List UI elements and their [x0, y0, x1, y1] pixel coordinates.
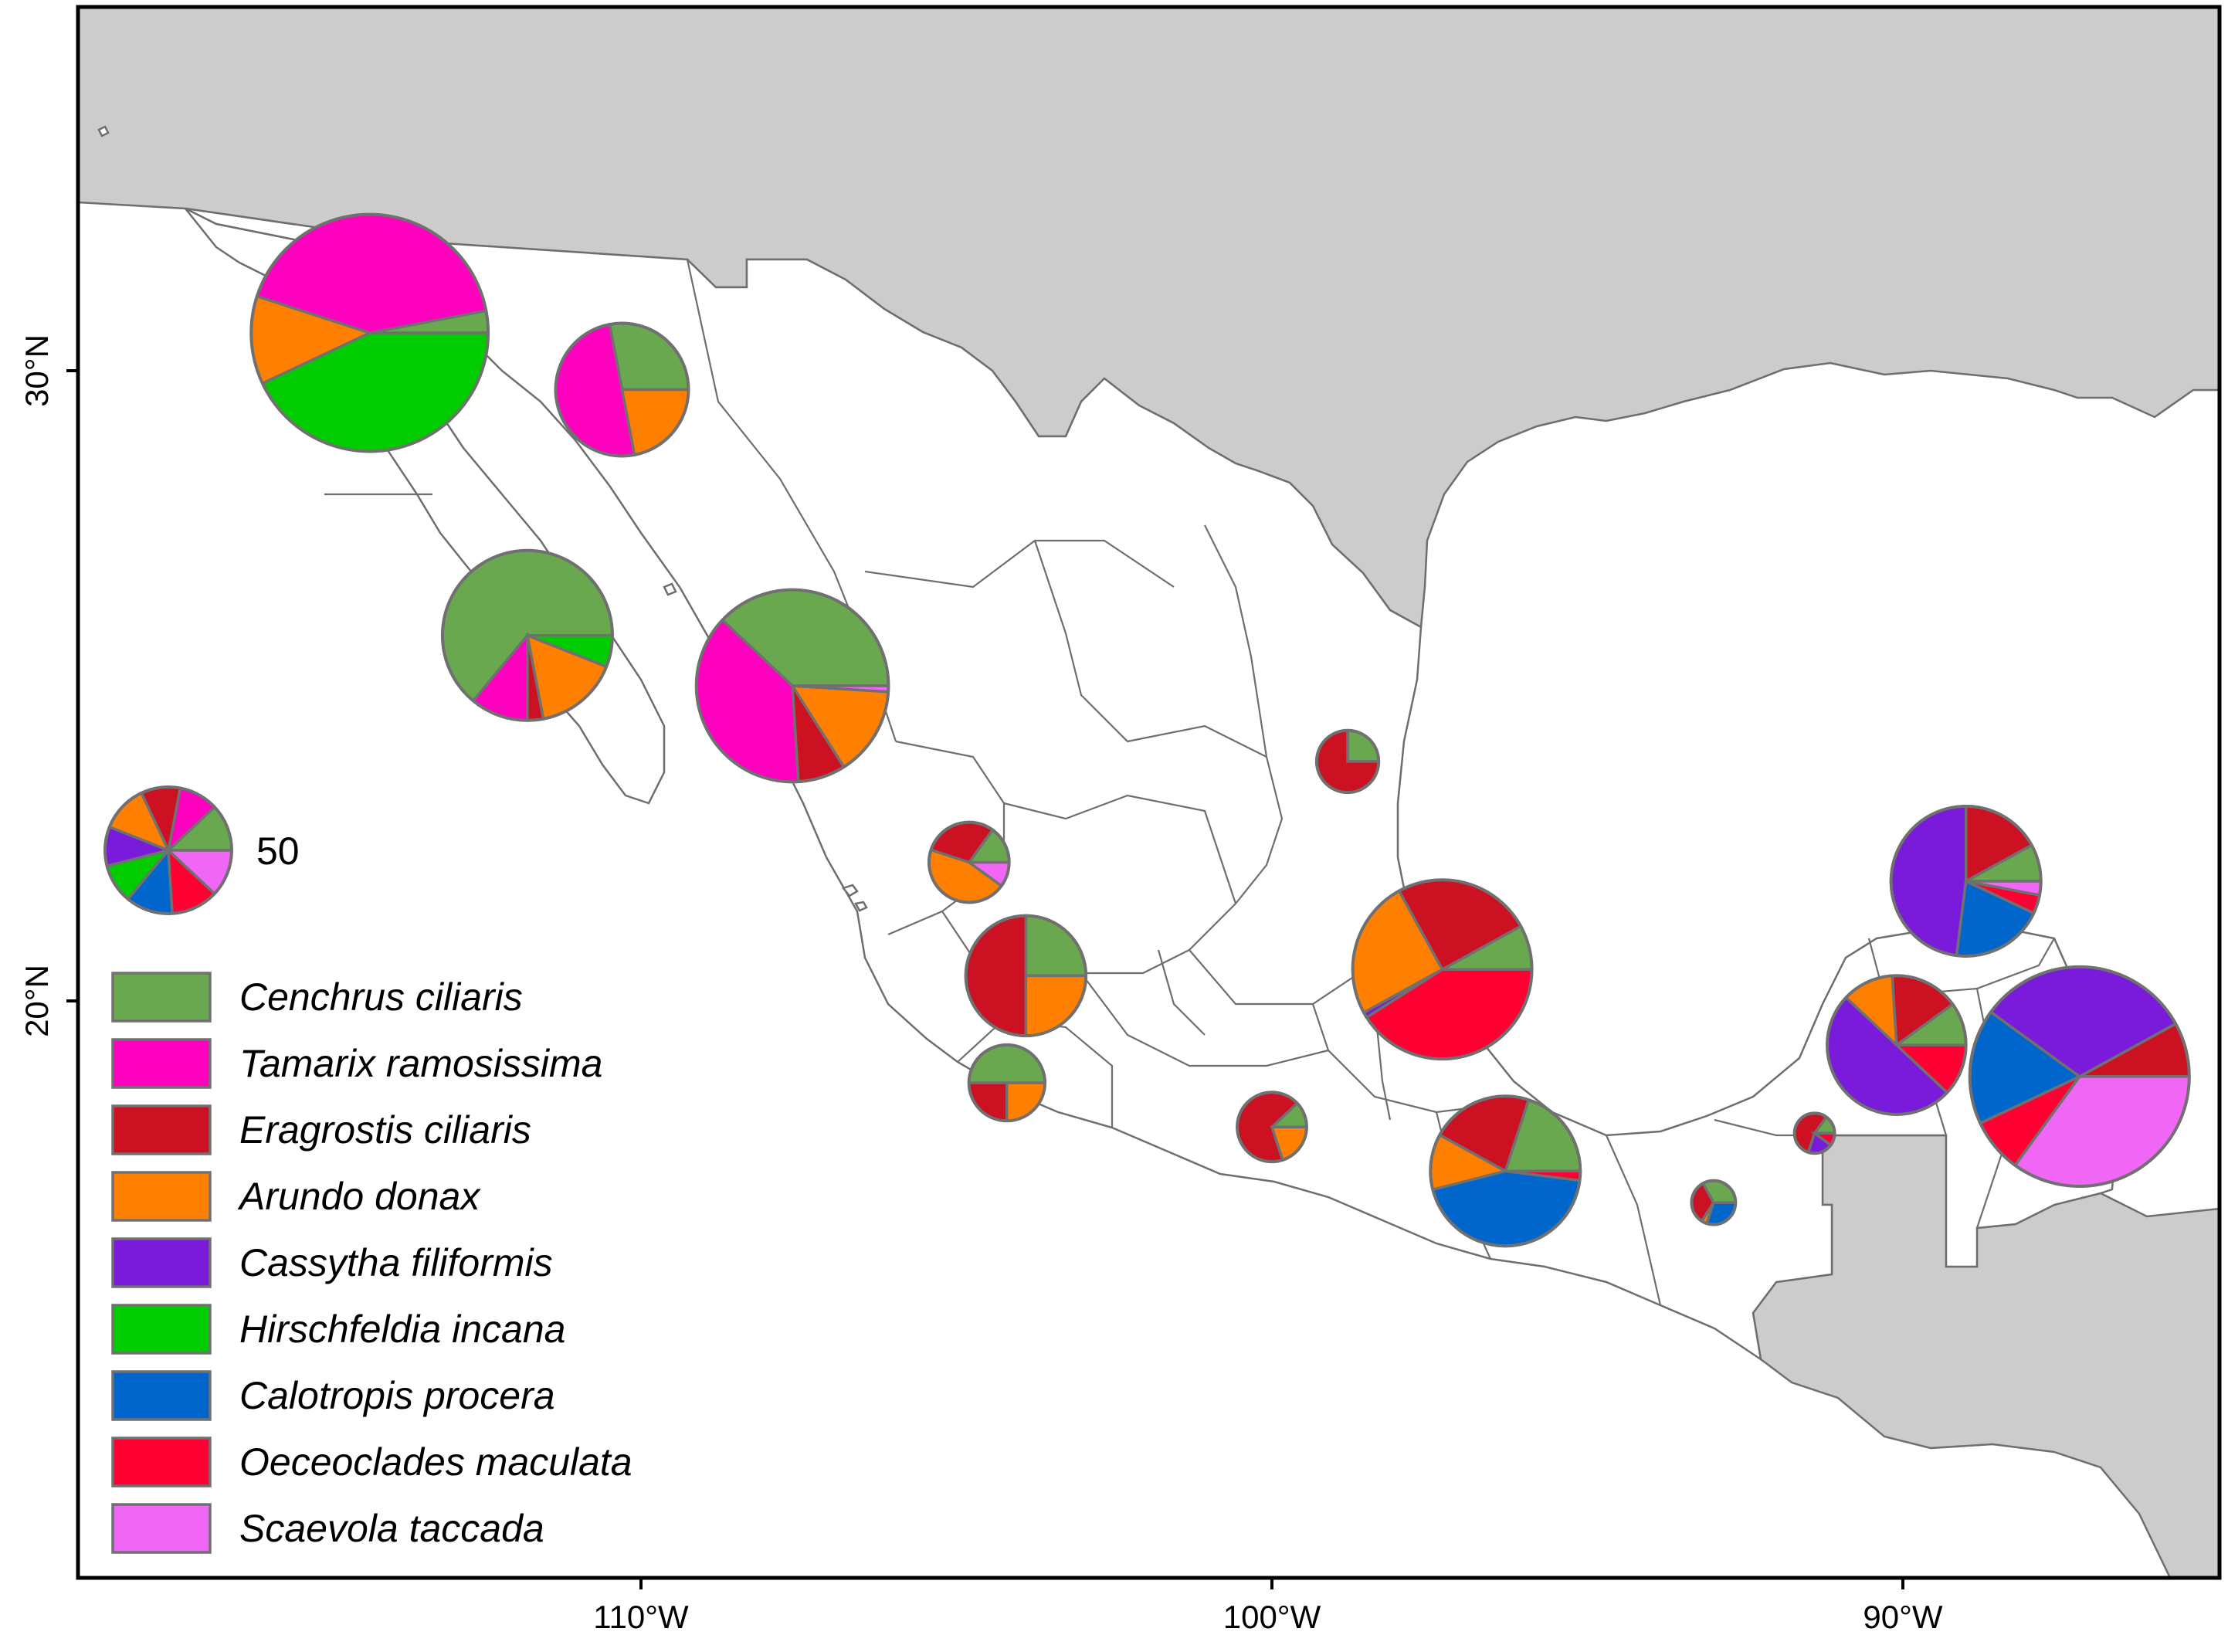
pie-colima-outline — [967, 1043, 1047, 1123]
pie-guerrero — [1236, 1091, 1308, 1164]
legend-label-cc: Cenchrus ciliaris — [239, 975, 523, 1019]
pie-nayarit — [927, 820, 1011, 904]
legend-swatch-ec — [111, 1104, 212, 1155]
x-tick-label: 110°W — [593, 1599, 689, 1635]
pie-baja-california-outline — [249, 212, 490, 453]
pie-guerrero-outline — [1236, 1091, 1308, 1164]
pie-sinaloa — [694, 588, 890, 784]
scale-pie-outline — [103, 785, 233, 915]
pie-quintana-roo-outline — [1968, 965, 2191, 1188]
pie-sinaloa-outline — [694, 588, 890, 784]
pie-tabasco-outline — [1792, 1111, 1836, 1155]
legend-label-cf: Cassytha filiformis — [239, 1241, 553, 1284]
pie-campeche-outline — [1826, 974, 1968, 1116]
x-axis: 110°W 100°W 90°W — [593, 1578, 1943, 1635]
pie-oaxaca-outline — [1429, 1094, 1582, 1248]
legend-swatch-tr — [111, 1038, 212, 1089]
legend-swatch-cp — [111, 1370, 212, 1421]
pie-charts — [249, 212, 2191, 1248]
pie-sonora-outline — [554, 321, 690, 458]
pie-nayarit-outline — [927, 820, 1011, 904]
pie-tabasco — [1792, 1111, 1836, 1155]
x-tick-label: 100°W — [1223, 1599, 1321, 1635]
pie-veracruz — [1351, 878, 1534, 1061]
legend-label-ad: Arundo donax — [237, 1175, 481, 1218]
legend-swatch-cc — [111, 972, 212, 1023]
legend-swatch-hi — [111, 1304, 212, 1355]
legend-label-cp: Calotropis procera — [239, 1374, 555, 1417]
legend-swatch-cf — [111, 1237, 212, 1288]
pie-baja-california-sur-outline — [440, 548, 614, 722]
legend-swatch-st — [111, 1503, 212, 1554]
pie-oaxaca — [1429, 1094, 1582, 1248]
pie-campeche — [1826, 974, 1968, 1116]
legend-label-tr: Tamarix ramosissima — [239, 1042, 602, 1085]
pie-chiapas-outline — [1690, 1179, 1738, 1226]
panel-frame — [76, 5, 2222, 1580]
legend-swatch-ad — [111, 1171, 212, 1222]
y-tick-label: 20°N — [19, 965, 55, 1037]
legend-swatch-om — [111, 1437, 212, 1487]
pie-colima — [967, 1043, 1047, 1123]
map-panel — [78, 7, 2220, 1578]
pie-tamaulipas-outline — [1314, 728, 1381, 795]
pie-yucatan-outline — [1889, 804, 2043, 958]
legend-label-ec: Eragrostis ciliaris — [239, 1108, 531, 1152]
pie-tamaulipas — [1314, 728, 1381, 795]
legend-label-om: Oeceoclades maculata — [239, 1440, 632, 1484]
legend-scale-pie — [103, 785, 233, 915]
legend-label-hi: Hirschfeldia incana — [239, 1308, 565, 1351]
y-tick-label: 30°N — [19, 334, 55, 407]
pie-jalisco — [964, 914, 1088, 1038]
pie-sonora — [554, 321, 690, 458]
x-tick-label: 90°W — [1863, 1599, 1943, 1635]
y-axis: 30°N 20°N — [19, 334, 78, 1037]
islands — [97, 125, 868, 912]
pie-jalisco-outline — [964, 914, 1088, 1038]
legend-label-st: Scaevola taccada — [239, 1507, 544, 1550]
pie-quintana-roo — [1968, 965, 2191, 1188]
pie-baja-california-sur — [440, 548, 614, 722]
pie-veracruz-outline — [1351, 878, 1534, 1061]
pie-chiapas — [1690, 1179, 1738, 1226]
legend-scale-value: 50 — [256, 829, 300, 873]
pie-yucatan — [1889, 804, 2043, 958]
pie-baja-california — [249, 212, 490, 453]
species-legend: Cenchrus ciliaris Tamarix ramosissima Erag… — [111, 972, 632, 1554]
